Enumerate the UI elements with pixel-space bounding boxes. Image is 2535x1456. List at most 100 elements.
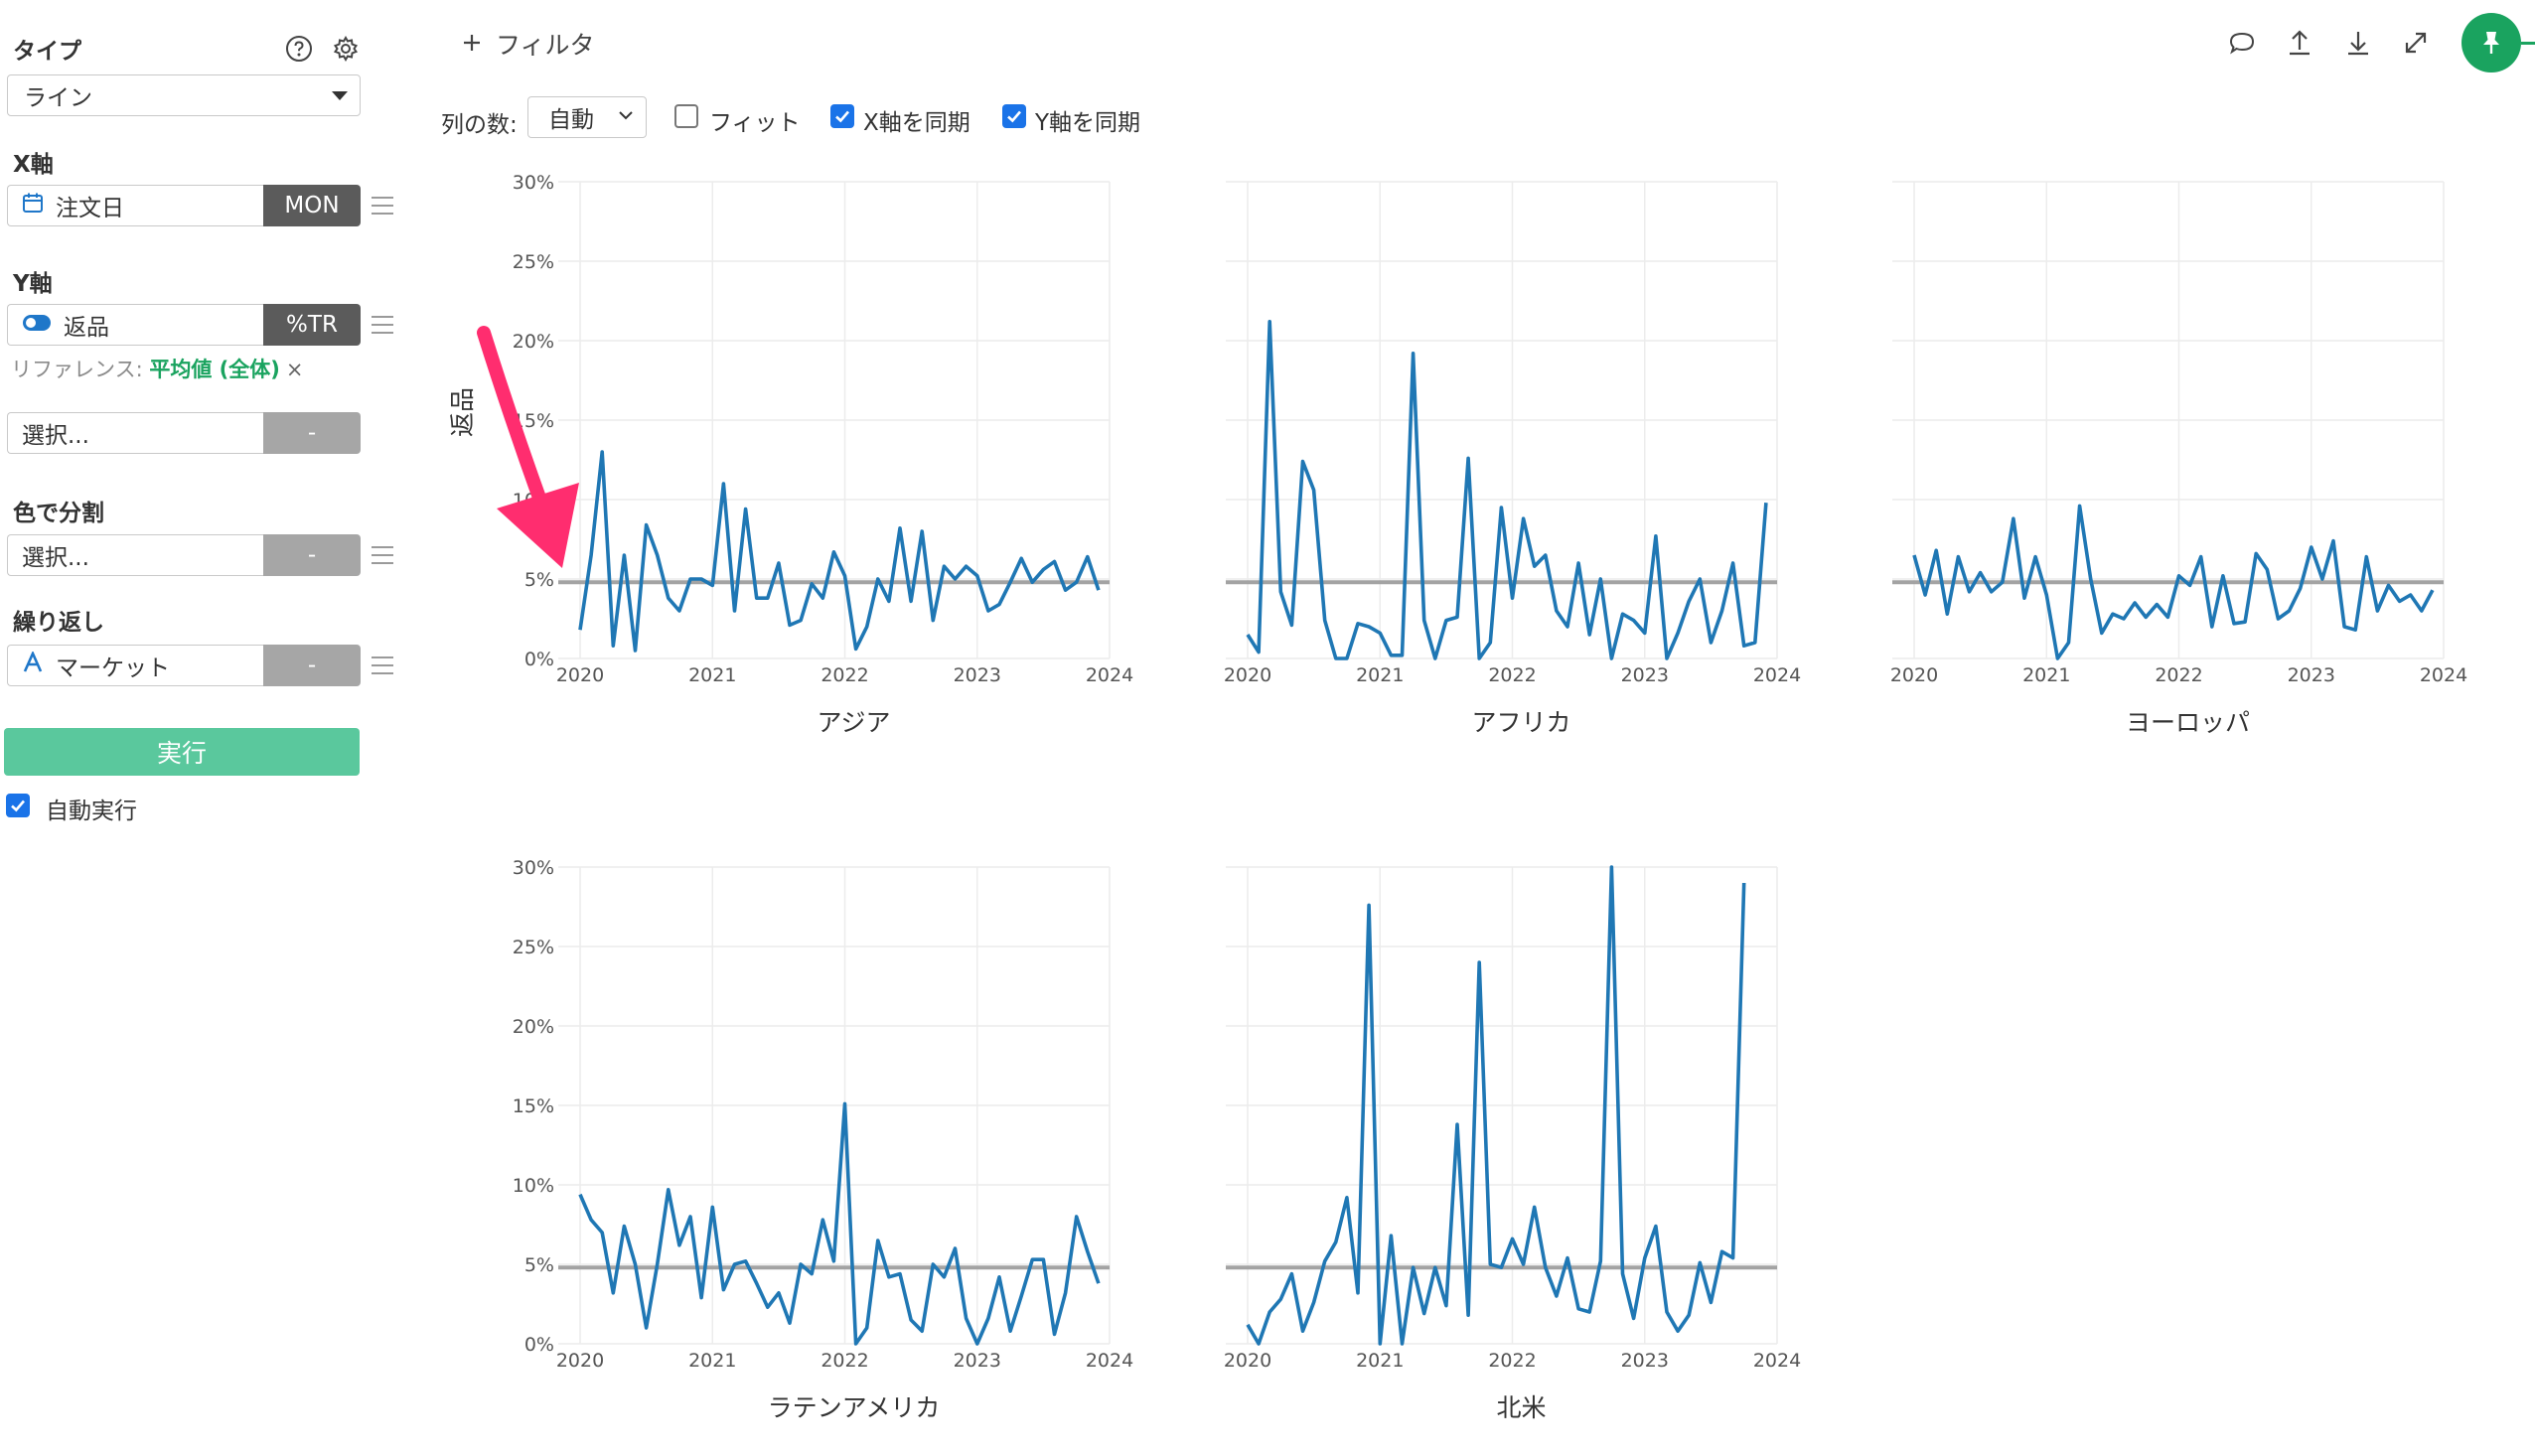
y-tick-label: 0%	[524, 649, 554, 670]
chevron-down-icon	[332, 91, 348, 100]
panel-title: ラテンアメリカ	[768, 1393, 941, 1422]
fit-label: フィット	[709, 110, 801, 136]
sync-x-checkbox[interactable]	[830, 104, 854, 128]
x-tick-label: 2021	[688, 664, 736, 686]
x-tick-label: 2023	[1621, 664, 1669, 686]
toggle-icon	[22, 312, 52, 338]
color-section-label: 色で分割	[13, 501, 104, 526]
gear-icon[interactable]	[331, 34, 361, 64]
plus-icon	[462, 30, 482, 59]
text-type-icon	[22, 650, 44, 679]
y-tick-label: 5%	[524, 569, 554, 591]
run-button[interactable]: 実行	[4, 728, 360, 776]
y-tick-label: 15%	[513, 1095, 554, 1117]
y-axis-menu-icon[interactable]	[372, 316, 393, 334]
sync-y-checkbox[interactable]	[1002, 104, 1026, 128]
color-menu-icon[interactable]	[372, 546, 393, 564]
x-tick-label: 2020	[1224, 1350, 1271, 1372]
x-tick-label: 2022	[1488, 664, 1536, 686]
chart-panels: 0% 5% 10% 15% 20% 25% 30% 2020 2021 2022 2023 2024 ア…	[513, 172, 2467, 1422]
repeat-field-name: マーケット	[56, 655, 170, 681]
chart-panel: 0%5%10%15%20%25%30%20202021202220232024ア…	[513, 172, 1133, 737]
comment-icon[interactable]	[2225, 26, 2259, 60]
chart-panel: 2020 2021 2022 2023 2024 ヨーロッパ	[1890, 181, 2467, 737]
y-axis-field-name: 返品	[64, 315, 109, 341]
color-field[interactable]: 選択... -	[7, 534, 361, 576]
sync-x-label: X軸を同期	[863, 110, 970, 136]
x-axis-menu-icon[interactable]	[372, 197, 393, 215]
x-tick-label: 2023	[2288, 664, 2335, 686]
add-filter-button[interactable]: フィルタ	[462, 26, 595, 62]
columns-value: 自動	[548, 107, 594, 133]
x-tick-label: 2023	[954, 1350, 1001, 1372]
x-tick-label: 2020	[1224, 664, 1271, 686]
annotation-arrowhead	[497, 483, 579, 568]
y-tick-label: 5%	[524, 1254, 554, 1276]
series-line	[1912, 504, 2435, 660]
chart-type-value: ライン	[24, 85, 92, 111]
repeat-field[interactable]: マーケット -	[7, 645, 361, 686]
repeat-aggregation-button[interactable]: -	[263, 645, 361, 686]
x-tick-label: 2020	[1890, 664, 1938, 686]
chart-panel: 2020 2021 2022 2023 2024 北米	[1224, 865, 1801, 1422]
upload-icon[interactable]	[2283, 26, 2316, 60]
auto-run-checkbox[interactable]	[6, 794, 30, 817]
y-tick-label: 30%	[513, 172, 554, 194]
panel-title: アジア	[817, 708, 890, 737]
pin-button[interactable]	[2461, 13, 2521, 73]
reference-remove-icon[interactable]: ×	[285, 358, 304, 381]
y-axis-aggregation-button[interactable]: %TR	[263, 304, 361, 346]
y2-field[interactable]: 選択... -	[7, 412, 361, 454]
x-tick-label: 2020	[556, 664, 604, 686]
x-tick-label: 2024	[1086, 1350, 1133, 1372]
x-tick-label: 2024	[1753, 664, 1801, 686]
x-axis-field[interactable]: 注文日 MON	[7, 185, 361, 226]
chart-type-select[interactable]: ライン	[7, 74, 361, 116]
help-icon[interactable]	[284, 34, 314, 64]
download-icon[interactable]	[2341, 26, 2375, 60]
columns-select[interactable]: 自動	[527, 96, 647, 138]
y-tick-label: 0%	[524, 1334, 554, 1356]
auto-run-label: 自動実行	[46, 799, 137, 824]
sync-y-label: Y軸を同期	[1035, 110, 1141, 136]
color-aggregation-button[interactable]: -	[263, 534, 361, 576]
x-tick-label: 2022	[820, 664, 868, 686]
x-tick-label: 2020	[556, 1350, 604, 1372]
series-line	[1246, 865, 1746, 1346]
y-tick-label: 25%	[513, 937, 554, 958]
y-tick-label: 25%	[513, 251, 554, 273]
x-axis-field-name: 注文日	[56, 196, 124, 221]
calendar-icon	[22, 192, 44, 219]
repeat-section-label: 繰り返し	[13, 610, 104, 636]
chart-panel: 2020 2021 2022 2023 2024 アフリカ	[1224, 181, 1801, 737]
x-tick-label: 2021	[2022, 664, 2070, 686]
y2-aggregation-button[interactable]: -	[263, 412, 361, 454]
reference-value-link[interactable]: 平均値 (全体)	[149, 358, 280, 381]
x-tick-label: 2023	[954, 664, 1001, 686]
y-tick-label: 30%	[513, 857, 554, 879]
pin-icon	[2483, 32, 2499, 54]
y-tick-label: 20%	[513, 1016, 554, 1038]
y2-placeholder: 選択...	[22, 423, 89, 449]
panel-title: 北米	[1496, 1393, 1546, 1422]
series-line	[1246, 319, 1768, 660]
repeat-menu-icon[interactable]	[372, 656, 393, 674]
sidebar: タイプ ライン X軸 注文日 MON Y軸 返品 %TR リファレンス: 平均値	[0, 0, 393, 1456]
expand-icon[interactable]	[2399, 26, 2433, 60]
y-axis-field[interactable]: 返品 %TR	[7, 304, 361, 346]
chevron-down-icon	[619, 111, 633, 120]
x-tick-label: 2021	[688, 1350, 736, 1372]
y-tick-label: 20%	[513, 331, 554, 353]
x-tick-label: 2022	[2155, 664, 2202, 686]
type-section-label: タイプ	[13, 39, 81, 65]
filter-label: フィルタ	[496, 31, 595, 60]
x-tick-label: 2022	[820, 1350, 868, 1372]
x-tick-label: 2021	[1356, 664, 1404, 686]
reference-prefix: リファレンス:	[11, 358, 143, 381]
x-axis-aggregation-button[interactable]: MON	[263, 185, 361, 226]
x-tick-label: 2024	[1086, 664, 1133, 686]
x-axis-section-label: X軸	[13, 152, 54, 178]
color-placeholder: 選択...	[22, 545, 89, 571]
fit-checkbox[interactable]	[674, 104, 698, 128]
x-tick-label: 2021	[1356, 1350, 1404, 1372]
